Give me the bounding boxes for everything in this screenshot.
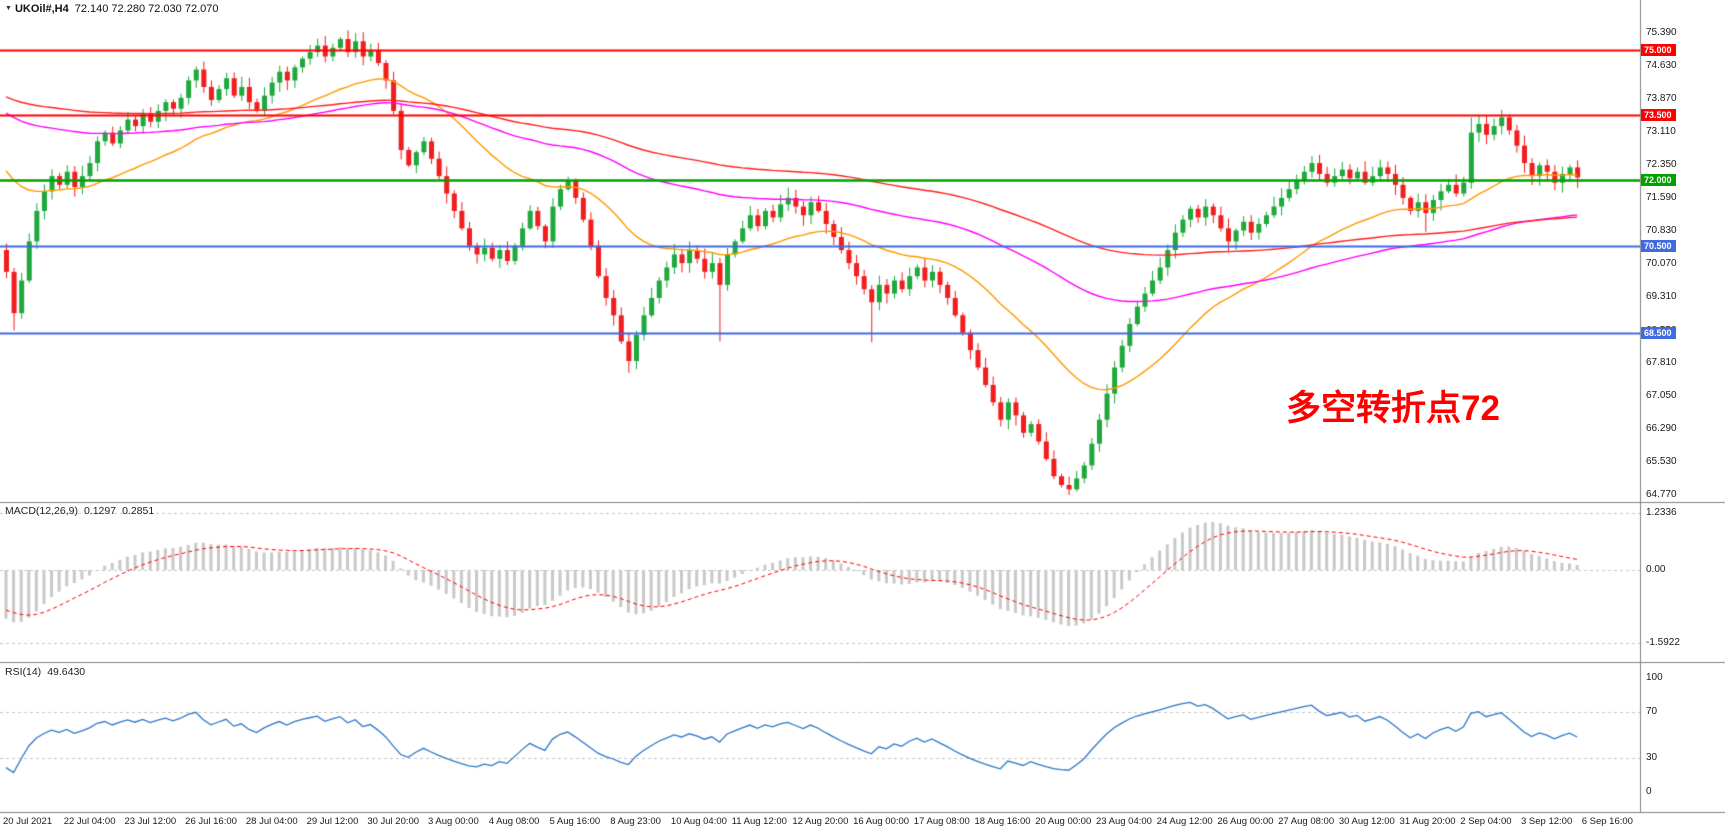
- time-axis-label: 3 Sep 12:00: [1521, 816, 1573, 827]
- time-axis-label: 30 Aug 12:00: [1338, 816, 1395, 827]
- price-axis-tick: 67.050: [1646, 389, 1677, 401]
- price-axis-tick: 72.350: [1646, 159, 1677, 171]
- price-level-tag: 68.500: [1641, 326, 1676, 339]
- price-axis-tick: 74.630: [1646, 60, 1677, 72]
- time-axis-label: 31 Aug 20:00: [1399, 816, 1456, 827]
- time-axis-label: 22 Jul 04:00: [63, 816, 116, 827]
- time-axis[interactable]: 20 Jul 2021 22 Jul 04:00 23 Jul 12:00 26 Ju…: [0, 813, 1725, 834]
- time-axis-label: 4 Aug 08:00: [488, 816, 540, 827]
- time-axis-label: 2 Sep 04:00: [1460, 816, 1512, 827]
- macd-axis-tick: 1.2336: [1646, 507, 1677, 519]
- price-axis-tick: 65.530: [1646, 455, 1677, 467]
- time-axis-label: 8 Aug 23:00: [610, 816, 661, 827]
- time-axis-label: 16 Aug 00:00: [853, 816, 910, 827]
- price-level-tag: 75.000: [1641, 43, 1676, 56]
- time-axis-label: 18 Aug 16:00: [974, 816, 1031, 827]
- time-axis-label: 12 Aug 20:00: [792, 816, 849, 827]
- price-axis[interactable]: 75.390 74.630 73.870 73.110 72.350 71.590 70.8…: [1641, 0, 1725, 812]
- macd-axis-tick: -1.5922: [1646, 637, 1680, 649]
- time-axis-label: 10 Aug 04:00: [670, 816, 727, 827]
- price-axis-tick: 70.070: [1646, 258, 1677, 270]
- time-axis-label: 29 Jul 12:00: [306, 816, 359, 827]
- rsi-axis-tick: 100: [1646, 672, 1663, 683]
- price-axis-tick: 70.830: [1646, 225, 1677, 237]
- rsi-axis-tick: 0: [1646, 786, 1652, 797]
- price-level-tag: 70.500: [1641, 239, 1676, 252]
- price-axis-tick: 75.390: [1646, 27, 1677, 38]
- time-axis-label: 20 Jul 2021: [3, 816, 53, 827]
- time-axis-label: 3 Aug 00:00: [428, 816, 479, 827]
- time-axis-label: 26 Jul 16:00: [185, 816, 237, 827]
- price-axis-tick: 66.290: [1646, 422, 1677, 434]
- rsi-axis-tick: 30: [1646, 751, 1658, 763]
- price-level-tag: 73.500: [1641, 109, 1676, 122]
- macd-axis-tick: 0.00: [1646, 564, 1666, 575]
- time-axis-label: 30 Jul 20:00: [367, 816, 420, 827]
- time-axis-label: 6 Sep 16:00: [1581, 816, 1633, 827]
- time-axis-label: 5 Aug 16:00: [549, 816, 601, 827]
- time-axis-label: 23 Aug 04:00: [1095, 816, 1152, 827]
- time-axis-label: 28 Jul 04:00: [245, 816, 298, 827]
- time-axis-label: 26 Aug 00:00: [1217, 816, 1274, 827]
- time-axis-label: 24 Aug 12:00: [1156, 816, 1213, 827]
- price-axis-tick: 71.590: [1646, 192, 1677, 204]
- time-axis-label: 11 Aug 12:00: [731, 816, 787, 827]
- price-axis-tick: 67.810: [1646, 356, 1677, 368]
- rsi-axis-tick: 70: [1646, 706, 1658, 718]
- time-axis-label: 23 Jul 12:00: [124, 816, 177, 827]
- time-axis-label: 17 Aug 08:00: [913, 816, 970, 827]
- price-level-tag: 72.000: [1641, 174, 1676, 187]
- time-axis-label: 20 Aug 00:00: [1035, 816, 1092, 827]
- price-axis-tick: 64.770: [1646, 489, 1677, 500]
- price-axis-tick: 69.310: [1646, 291, 1677, 303]
- time-axis-label: 27 Aug 08:00: [1278, 816, 1335, 827]
- price-axis-tick: 73.110: [1646, 126, 1676, 138]
- price-axis-tick: 73.870: [1646, 93, 1677, 105]
